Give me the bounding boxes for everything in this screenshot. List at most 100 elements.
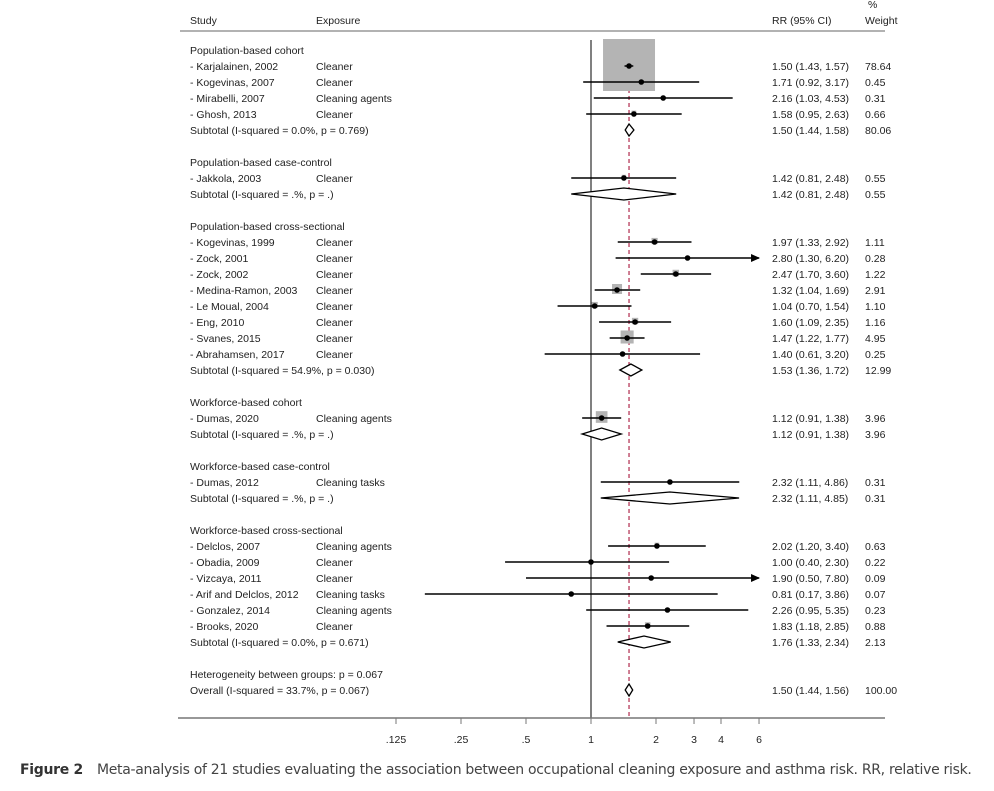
study-label: - Zock, 2001 [190,253,249,265]
rr-ci-label: 1.53 (1.36, 1.72) [772,365,849,377]
weight-label: 0.28 [865,253,886,265]
point-estimate [667,479,673,485]
exposure-label: Cleaner [316,77,353,89]
ci-arrow [751,574,761,582]
point-estimate [598,415,605,421]
point-estimate [660,95,667,101]
weight-label: 0.88 [865,621,886,633]
weight-label: 0.66 [865,109,886,121]
x-tick-label: 2 [653,734,659,746]
weight-label: 0.31 [865,493,886,505]
study-label: - Jakkola, 2003 [190,173,261,185]
study-label: - Medina-Ramon, 2003 [190,285,298,297]
subtotal-label: Subtotal (I-squared = .%, p = .) [190,429,334,441]
rr-ci-label: 1.97 (1.33, 2.92) [772,237,849,249]
exposure-label: Cleaner [316,557,353,569]
rr-ci-label: 2.16 (1.03, 4.53) [772,93,849,105]
study-label: - Brooks, 2020 [190,621,258,633]
point-estimate [638,79,645,85]
point-estimate [684,255,691,261]
exposure-label: Cleaning tasks [316,589,385,601]
exposure-label: Cleaning agents [316,413,392,425]
exposure-label: Cleaning agents [316,605,392,617]
exposure-label: Cleaner [316,173,353,185]
rr-ci-label: 1.76 (1.33, 2.34) [772,637,849,649]
rr-ci-label: 1.83 (1.18, 2.85) [772,621,849,633]
weight-label: 2.13 [865,637,886,649]
rr-ci-label: 1.60 (1.09, 2.35) [772,317,849,329]
exposure-label: Cleaning tasks [316,477,385,489]
x-tick-label: 4 [718,734,724,746]
exposure-label: Cleaner [316,109,353,121]
pooled-diamond [624,122,635,138]
rr-ci-label: 1.50 (1.44, 1.58) [772,125,849,137]
rr-ci-label: 2.80 (1.30, 6.20) [772,253,849,265]
group-label: Population-based case-control [190,157,332,169]
pooled-diamond [617,635,671,649]
pooled-diamond [618,363,644,377]
subtotal-label: Subtotal (I-squared = 0.0%, p = 0.769) [190,125,369,137]
weight-label: 0.09 [865,573,886,585]
study-label: - Dumas, 2012 [190,477,259,489]
subtotal-label: Overall (I-squared = 33.7%, p = 0.067) [190,685,369,697]
header-exposure: Exposure [316,15,361,27]
rr-ci-label: 2.47 (1.70, 3.60) [772,269,849,281]
rr-ci-label: 1.00 (0.40, 2.30) [772,557,849,569]
rr-ci-label: 2.32 (1.11, 4.85) [772,493,848,505]
weight-label: 2.91 [865,285,886,297]
weight-label: 3.96 [865,413,886,425]
heterogeneity-label: Heterogeneity between groups: p = 0.067 [190,669,383,681]
weight-label: 0.07 [865,589,886,601]
pooled-diamond [579,427,624,441]
x-tick-label: 6 [756,734,762,746]
rr-ci-label: 1.47 (1.22, 1.77) [772,333,849,345]
rr-ci-label: 1.12 (0.91, 1.38) [772,429,849,441]
point-estimate [651,239,658,245]
exposure-label: Cleaner [316,349,353,361]
point-estimate [626,63,632,69]
study-label: - Ghosh, 2013 [190,109,257,121]
rr-ci-label: 1.71 (0.92, 3.17) [772,77,849,89]
weight-label: 1.16 [865,317,886,329]
header-study: Study [190,15,218,27]
point-estimate [568,591,575,597]
group-label: Population-based cross-sectional [190,221,345,233]
rr-ci-label: 1.42 (0.81, 2.48) [772,173,849,185]
weight-label: 1.11 [865,237,885,249]
exposure-label: Cleaning agents [316,93,392,105]
weight-label: 80.06 [865,125,891,137]
study-label: - Kogevinas, 1999 [190,237,275,249]
weight-label: 0.25 [865,349,886,361]
rr-ci-label: 2.26 (0.95, 5.35) [772,605,849,617]
subtotal-label: Subtotal (I-squared = 54.9%, p = 0.030) [190,365,374,377]
point-estimate [672,271,679,277]
study-label: - Mirabelli, 2007 [190,93,265,105]
study-label: - Arif and Delclos, 2012 [190,589,299,601]
point-estimate [648,575,654,581]
study-label: - Vizcaya, 2011 [190,573,262,585]
exposure-label: Cleaner [316,573,353,585]
pooled-diamond [624,682,634,698]
exposure-label: Cleaner [316,61,353,73]
subtotal-label: Subtotal (I-squared = .%, p = .) [190,493,334,505]
point-estimate [588,559,594,565]
rr-ci-label: 1.42 (0.81, 2.48) [772,189,849,201]
group-label: Workforce-based cross-sectional [190,525,343,537]
point-estimate [591,303,598,309]
caption-text: Meta-analysis of 21 studies evaluating t… [96,762,972,778]
ci-arrow [751,254,761,262]
subtotal-label: Subtotal (I-squared = .%, p = .) [190,189,334,201]
exposure-label: Cleaning agents [316,541,392,553]
exposure-label: Cleaner [316,621,353,633]
study-label: - Le Moual, 2004 [190,301,269,313]
study-label: - Zock, 2002 [190,269,249,281]
weight-label: 0.31 [865,477,886,489]
caption-label: Figure 2 [20,762,83,778]
group-label: Population-based cohort [190,45,304,57]
weight-label: 0.45 [865,77,886,89]
weight-label: 1.22 [865,269,886,281]
weight-label: 4.95 [865,333,886,345]
weight-label: 3.96 [865,429,886,441]
rr-ci-label: 2.32 (1.11, 4.86) [772,477,848,489]
